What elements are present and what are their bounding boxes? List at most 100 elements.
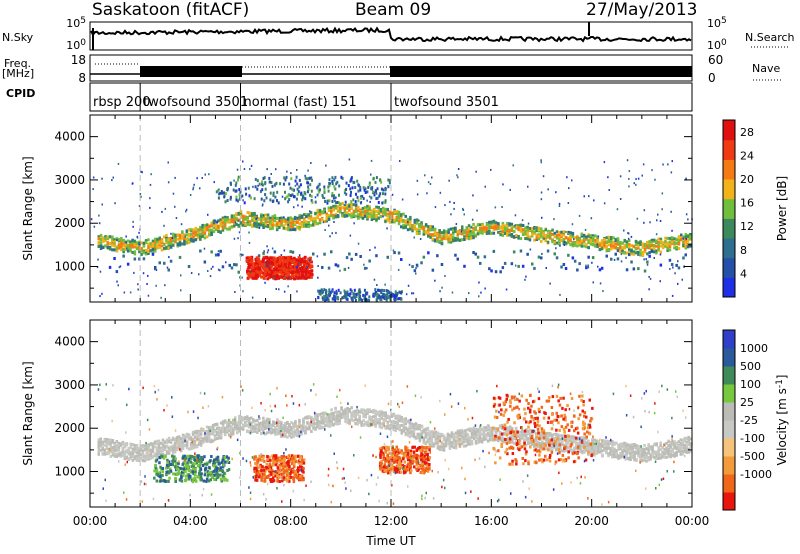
power-echo — [525, 275, 527, 278]
power-echo — [669, 268, 671, 270]
power-echo — [364, 297, 367, 301]
power-echo — [260, 218, 263, 222]
power-echo — [374, 288, 377, 292]
power-echo — [427, 181, 430, 184]
power-echo — [184, 235, 186, 238]
velocity-echo — [318, 420, 321, 424]
power-echo — [230, 225, 234, 229]
power-echo — [142, 244, 146, 248]
power-echo — [260, 197, 263, 201]
power-echo — [553, 235, 556, 239]
velocity-echo — [274, 421, 277, 425]
power-echo — [244, 187, 247, 191]
velocity-echo — [402, 419, 405, 423]
power-echo — [616, 237, 620, 241]
velocity-echo — [169, 445, 173, 449]
velocity-echo — [99, 437, 102, 441]
velocity-echo — [109, 446, 113, 450]
power-echo — [373, 193, 376, 197]
power-echo — [465, 227, 468, 231]
velocity-echo — [332, 417, 335, 421]
power-echo — [578, 243, 581, 247]
power-echo — [384, 186, 386, 189]
velocity-echo — [344, 419, 347, 423]
velocity-echo — [346, 411, 349, 415]
velocity-echo — [215, 422, 219, 426]
power-echo — [221, 216, 225, 220]
power-echo — [632, 250, 636, 254]
velocity-echo — [171, 451, 175, 455]
power-echo — [370, 212, 374, 216]
velocity-echo — [264, 425, 267, 429]
power-echo — [331, 180, 334, 183]
power-echo — [269, 256, 273, 260]
power-echo — [488, 226, 491, 230]
power-echo — [656, 219, 658, 222]
velocity-echo — [234, 425, 237, 429]
power-echo — [187, 265, 191, 268]
power-echo — [453, 227, 456, 230]
power-echo — [531, 232, 534, 236]
power-echo — [616, 240, 620, 244]
velocity-echo — [384, 417, 387, 421]
power-echo — [270, 270, 274, 274]
power-echo — [671, 294, 674, 297]
power-echo — [306, 266, 308, 269]
power-echo — [301, 205, 303, 208]
nave-tick-bottom: 0 — [708, 71, 716, 85]
power-echo — [366, 267, 368, 270]
power-echo — [519, 226, 523, 230]
velocity-echo — [117, 447, 121, 450]
power-echo — [517, 264, 520, 268]
power-echo — [294, 258, 298, 262]
power-echo — [289, 216, 292, 220]
power-echo — [478, 295, 480, 298]
power-echo — [564, 267, 568, 270]
velocity-echo — [400, 419, 403, 423]
velocity-echo — [252, 427, 255, 431]
power-echo — [470, 236, 473, 240]
velocity-echo — [392, 414, 395, 418]
velocity-echo — [159, 446, 163, 450]
power-echo — [641, 242, 645, 246]
velocity-echo — [254, 426, 257, 430]
velocity-echo — [288, 425, 291, 429]
power-echo — [628, 243, 631, 247]
power-echo — [275, 168, 277, 171]
velocity-echo — [326, 419, 329, 423]
power-echo — [517, 236, 520, 240]
power-echo — [233, 220, 236, 224]
velocity-echo — [135, 445, 139, 449]
velocity-echo — [396, 426, 399, 430]
velocity-echo — [392, 422, 395, 426]
power-echo — [208, 228, 211, 232]
power-echo — [535, 233, 538, 237]
velocity-echo — [262, 416, 265, 420]
velocity-echo — [262, 430, 265, 434]
velocity-echo — [111, 453, 115, 457]
velocity-echo — [151, 455, 155, 459]
power-echo — [219, 218, 222, 222]
power-echo — [427, 231, 430, 235]
power-echo — [205, 226, 209, 230]
power-echo — [275, 288, 277, 290]
power-echo — [349, 194, 352, 197]
velocity-echo — [242, 417, 245, 420]
velocity-echo — [404, 420, 407, 423]
power-echo — [682, 244, 685, 247]
velocity-echo — [117, 441, 121, 445]
power-echo — [666, 236, 669, 240]
power-echo — [264, 222, 268, 226]
power-echo — [291, 225, 295, 229]
power-echo — [277, 201, 280, 205]
power-echo — [298, 185, 301, 189]
power-echo — [293, 264, 297, 268]
power-echo — [290, 258, 293, 261]
power-echo — [314, 222, 317, 226]
power-echo — [537, 255, 541, 259]
power-echo — [348, 213, 351, 217]
power-echo — [632, 252, 636, 256]
velocity-echo — [276, 429, 279, 433]
power-echo — [670, 240, 674, 244]
power-echo — [568, 187, 570, 190]
